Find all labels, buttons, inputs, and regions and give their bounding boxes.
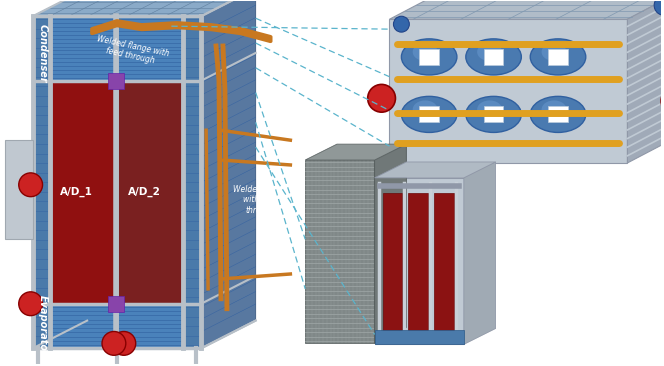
Text: Evaporator: Evaporator — [38, 295, 48, 356]
Text: A/D_1: A/D_1 — [60, 187, 93, 197]
Circle shape — [654, 0, 664, 15]
Polygon shape — [118, 81, 183, 304]
Bar — [548, 107, 568, 122]
Polygon shape — [183, 16, 201, 348]
Ellipse shape — [466, 39, 521, 75]
Text: Welded flange
with feed
through: Welded flange with feed through — [233, 185, 288, 214]
Bar — [483, 107, 503, 122]
Polygon shape — [627, 0, 664, 163]
Ellipse shape — [466, 96, 521, 132]
Ellipse shape — [531, 39, 586, 75]
Polygon shape — [33, 0, 256, 16]
Ellipse shape — [477, 100, 502, 119]
Circle shape — [394, 16, 409, 32]
Circle shape — [112, 332, 135, 355]
Polygon shape — [50, 81, 114, 304]
Polygon shape — [50, 16, 183, 81]
Bar — [483, 49, 503, 65]
Polygon shape — [390, 19, 627, 163]
Text: Welded flange with
feed through: Welded flange with feed through — [94, 34, 170, 68]
Text: A/D_2: A/D_2 — [127, 187, 161, 197]
Bar — [108, 73, 124, 89]
Polygon shape — [390, 0, 664, 19]
Polygon shape — [33, 16, 50, 348]
Polygon shape — [382, 193, 402, 329]
Ellipse shape — [477, 43, 502, 61]
Polygon shape — [305, 160, 374, 343]
Circle shape — [368, 85, 396, 112]
Circle shape — [661, 87, 664, 115]
Circle shape — [102, 332, 125, 355]
Bar — [108, 296, 124, 312]
Polygon shape — [464, 162, 495, 344]
Bar — [419, 49, 439, 65]
Polygon shape — [5, 140, 33, 239]
Ellipse shape — [413, 100, 438, 119]
Polygon shape — [374, 162, 495, 178]
Polygon shape — [374, 330, 464, 344]
Bar — [548, 49, 568, 65]
Polygon shape — [434, 193, 454, 329]
Ellipse shape — [542, 100, 566, 119]
Polygon shape — [201, 0, 256, 348]
Ellipse shape — [402, 96, 457, 132]
Polygon shape — [374, 144, 406, 343]
Text: Condenser: Condenser — [38, 24, 48, 82]
Polygon shape — [374, 178, 464, 344]
Ellipse shape — [402, 39, 457, 75]
Circle shape — [19, 173, 42, 197]
Circle shape — [19, 292, 42, 315]
Bar — [419, 107, 439, 122]
Ellipse shape — [542, 43, 566, 61]
Polygon shape — [408, 193, 428, 329]
Polygon shape — [305, 144, 406, 160]
Ellipse shape — [413, 43, 438, 61]
Polygon shape — [50, 304, 183, 348]
Ellipse shape — [531, 96, 586, 132]
